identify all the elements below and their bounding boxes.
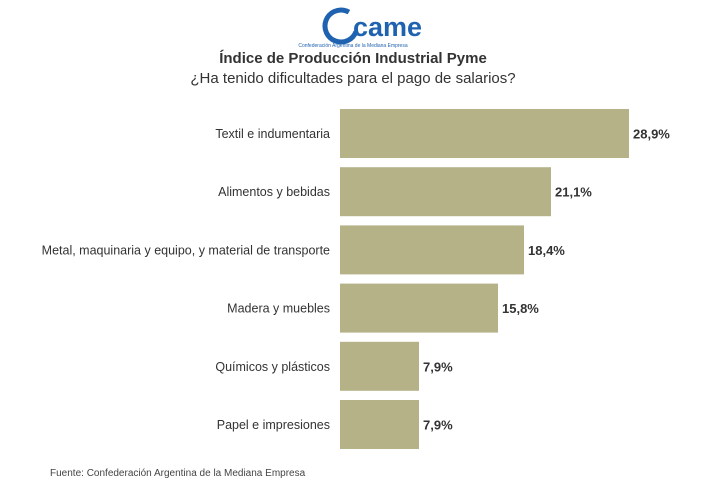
category-label: Papel e impresiones	[217, 418, 330, 432]
category-label: Metal, maquinaria y equipo, y material d…	[42, 243, 330, 257]
logo-wordmark: came	[353, 12, 422, 42]
value-label: 7,9%	[423, 418, 453, 433]
category-label: Químicos y plásticos	[215, 360, 330, 374]
value-label: 21,1%	[555, 185, 592, 200]
bar	[340, 167, 551, 217]
chart-subtitle: ¿Ha tenido dificultades para el pago de …	[190, 70, 516, 87]
value-label: 18,4%	[528, 243, 565, 258]
bar	[340, 109, 629, 158]
bar	[340, 283, 498, 333]
value-label: 28,9%	[633, 127, 670, 142]
bar	[340, 341, 419, 391]
category-label: Alimentos y bebidas	[218, 185, 330, 199]
bar	[340, 225, 524, 275]
category-label: Madera y muebles	[227, 302, 330, 316]
logo-tagline: Confederación Argentina de la Mediana Em…	[298, 43, 407, 49]
bar	[340, 400, 419, 449]
came-logo: came Confederación Argentina de la Media…	[298, 7, 422, 49]
chart-title: Índice de Producción Industrial Pyme	[219, 50, 487, 67]
category-label: Textil e indumentaria	[215, 127, 330, 141]
value-label: 15,8%	[502, 301, 539, 316]
source-note: Fuente: Confederación Argentina de la Me…	[50, 468, 306, 479]
value-label: 7,9%	[423, 359, 453, 374]
